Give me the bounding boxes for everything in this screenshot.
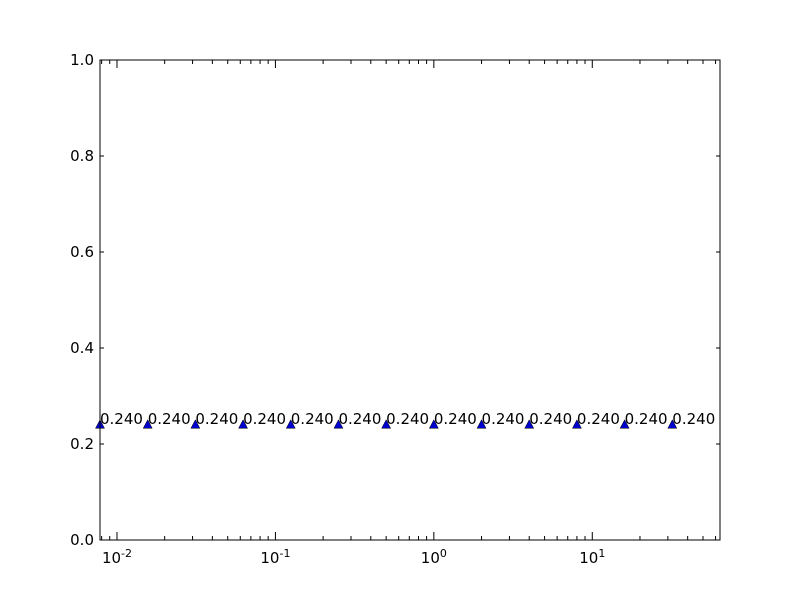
data-label: 0.240 <box>482 410 525 428</box>
y-tick-label: 0.4 <box>70 339 94 357</box>
data-label: 0.240 <box>529 410 572 428</box>
data-label: 0.240 <box>243 410 286 428</box>
data-point <box>381 419 392 429</box>
data-point <box>190 419 201 429</box>
data-label: 0.240 <box>291 410 334 428</box>
plot-area <box>100 60 720 540</box>
y-tick-label: 1.0 <box>70 51 94 69</box>
data-point <box>667 419 678 429</box>
data-point <box>238 419 248 429</box>
data-label: 0.240 <box>148 410 191 428</box>
ticks-layer: 0.0 0.2 0.4 0.6 0.8 1.0 10-2 10-1 100 101 <box>70 51 720 567</box>
data-point <box>524 419 535 429</box>
y-tick-label: 0.0 <box>70 531 94 549</box>
data-label: 0.240 <box>338 410 381 428</box>
data-label: 0.240 <box>100 410 143 428</box>
data-label: 0.240 <box>195 410 238 428</box>
x-tick-label: 10-2 <box>102 547 132 567</box>
points-layer: 0.240 0.240 0.240 0.240 0.240 0.240 0.240 0.240… <box>95 410 715 429</box>
data-label: 0.240 <box>625 410 668 428</box>
y-tick-label: 0.6 <box>70 243 94 261</box>
data-point <box>428 419 439 429</box>
y-tick-label: 0.2 <box>70 435 94 453</box>
data-point <box>476 419 487 429</box>
x-tick-label: 10-1 <box>260 547 290 567</box>
x-tick-label: 101 <box>579 547 605 567</box>
data-point <box>572 419 582 429</box>
data-label: 0.240 <box>434 410 477 428</box>
y-tick-label: 0.8 <box>70 147 94 165</box>
x-tick-label: 100 <box>421 547 447 567</box>
data-point <box>619 419 630 429</box>
plot-frame <box>99 59 721 541</box>
data-label: 0.240 <box>386 410 429 428</box>
data-point <box>142 419 153 429</box>
data-point <box>285 419 296 429</box>
data-label: 0.240 <box>672 410 715 428</box>
data-point <box>333 419 344 429</box>
data-label: 0.240 <box>577 410 620 428</box>
